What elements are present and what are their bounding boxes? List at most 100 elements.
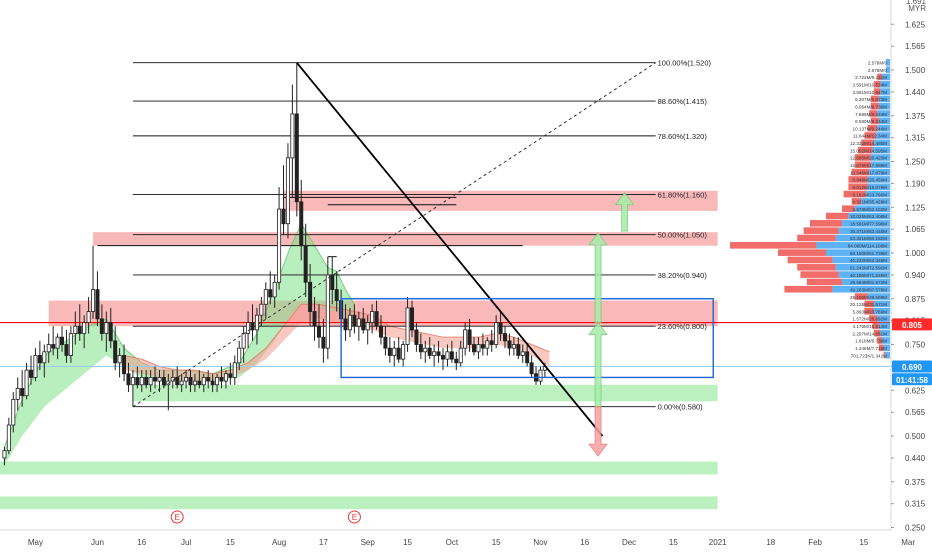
candle-body	[51, 344, 56, 349]
candle-body	[347, 314, 352, 331]
candle	[396, 337, 401, 363]
volume-row-label: 51.242M/72.592M	[850, 265, 887, 270]
volume-row-label: 5.893M/23.769M	[853, 309, 888, 314]
fibonacci-layer: 100.00%(1.520) 88.60%(1.415) 78.60%(1.320)…	[132, 59, 712, 412]
candle	[534, 366, 539, 385]
candle	[254, 307, 259, 345]
candle	[370, 304, 375, 334]
candle	[272, 274, 277, 308]
candle	[401, 340, 406, 367]
time-tick-label: Nov	[533, 538, 547, 547]
candle-body	[325, 274, 330, 349]
candle-body	[161, 377, 166, 386]
volume-bar-buy	[874, 139, 890, 147]
volume-bar-buy	[867, 183, 890, 191]
volume-row-label: 49.263M/97.578M	[850, 287, 887, 292]
candle	[454, 351, 459, 371]
candle	[352, 304, 357, 334]
projection-dashed-line	[132, 62, 656, 408]
candle	[268, 271, 273, 305]
price-zone	[93, 232, 718, 246]
time-tick-label: Jul	[181, 538, 191, 547]
candle	[414, 322, 419, 352]
up-target-arrow	[588, 321, 608, 408]
price-tick-label: 1.440	[905, 88, 926, 97]
volume-bar-buy	[882, 337, 890, 344]
time-tick-label: 18	[766, 538, 775, 547]
candle-body	[418, 344, 423, 353]
candle-body	[485, 340, 490, 349]
candle-body	[68, 333, 73, 356]
volume-row-label: 11.644M/12.34M	[853, 134, 887, 139]
volume-row-label: 1.618M/6.739M	[855, 339, 887, 344]
candle-body	[2, 450, 7, 459]
candle	[188, 370, 193, 393]
volume-profile-layer: 2.578M/0 2.578M/0 2.722M/9.221M 3.591M/10.5…	[730, 59, 890, 359]
volume-profile-row: 28.196M/39.569M	[850, 293, 890, 300]
time-tick-label: Oct	[446, 538, 459, 547]
fib-level-label: 23.60%(0.800)	[658, 322, 708, 331]
volume-row-label: 53.321M/60.182M	[850, 236, 887, 241]
candle-body	[294, 113, 299, 203]
candle-body	[192, 380, 197, 386]
candle-body	[210, 380, 215, 386]
candle	[516, 337, 521, 360]
volume-bar-buy	[880, 88, 890, 95]
volume-bar-buy	[835, 263, 890, 271]
volume-profile-row: 15.002M/14.595M	[850, 146, 890, 154]
fib-level-label: 0.00%(0.580)	[658, 403, 704, 412]
volume-row-label: 3.591M/10.647M	[853, 90, 888, 95]
candle-body	[476, 344, 481, 353]
price-zone	[0, 496, 718, 510]
candle	[232, 355, 237, 385]
volume-bar-sell	[872, 322, 879, 330]
volume-bar-buy	[880, 80, 890, 88]
candle	[378, 315, 383, 345]
candle-body	[179, 380, 184, 386]
volume-bar-sell	[877, 73, 882, 81]
candle-body	[237, 347, 242, 364]
time-tick-label: 15	[492, 538, 501, 547]
volume-row-label: 5.578M/53.102M	[853, 207, 888, 212]
volume-row-label: 10.546M/17.879M	[850, 170, 887, 175]
candle	[427, 337, 432, 360]
volume-row-label: 6.064M/9.739M	[855, 104, 887, 109]
volume-bar-sell	[878, 344, 884, 352]
time-tick-label: Jun	[91, 538, 104, 547]
candle-body	[55, 336, 60, 349]
volume-bar-buy	[870, 154, 890, 161]
volume-row-label: 2.578M/0	[868, 61, 888, 66]
candle-body	[263, 289, 268, 305]
price-tick-label: 0.500	[905, 432, 926, 441]
volume-bar-sell	[861, 139, 874, 147]
candle-body	[73, 325, 78, 334]
time-tick-label: 15	[226, 538, 235, 547]
price-tick-label: 1.500	[905, 66, 926, 75]
volume-bar-sell	[806, 278, 842, 286]
volume-profile-row: 84.069M/114.108M	[730, 242, 890, 249]
fib-level-label: 50.00%(1.050)	[658, 231, 708, 240]
volume-profile-row: 2.578M/0	[868, 59, 890, 66]
volume-profile-row: 30.371M/63.445M	[803, 227, 890, 234]
candle-body	[316, 325, 321, 338]
candle-body	[511, 344, 516, 349]
volume-profile-row: 6.064M/9.739M	[855, 102, 890, 110]
candle-body	[259, 303, 264, 316]
volume-bar-buy	[866, 190, 890, 198]
volume-bar-buy	[875, 132, 890, 139]
volume-row-label: 12.676M/17.989M	[850, 163, 887, 168]
candle-body	[139, 377, 144, 386]
price-zone	[283, 190, 718, 211]
candle	[316, 304, 321, 349]
candle	[436, 340, 441, 363]
down-target-arrow	[588, 406, 608, 457]
candle	[538, 366, 543, 385]
candle	[472, 337, 477, 356]
green-ribbon	[4, 223, 355, 466]
time-tick-label: 15	[669, 538, 678, 547]
candle-body	[516, 344, 521, 356]
last-price-label-box	[892, 360, 932, 373]
volume-bar-sell	[874, 88, 881, 95]
